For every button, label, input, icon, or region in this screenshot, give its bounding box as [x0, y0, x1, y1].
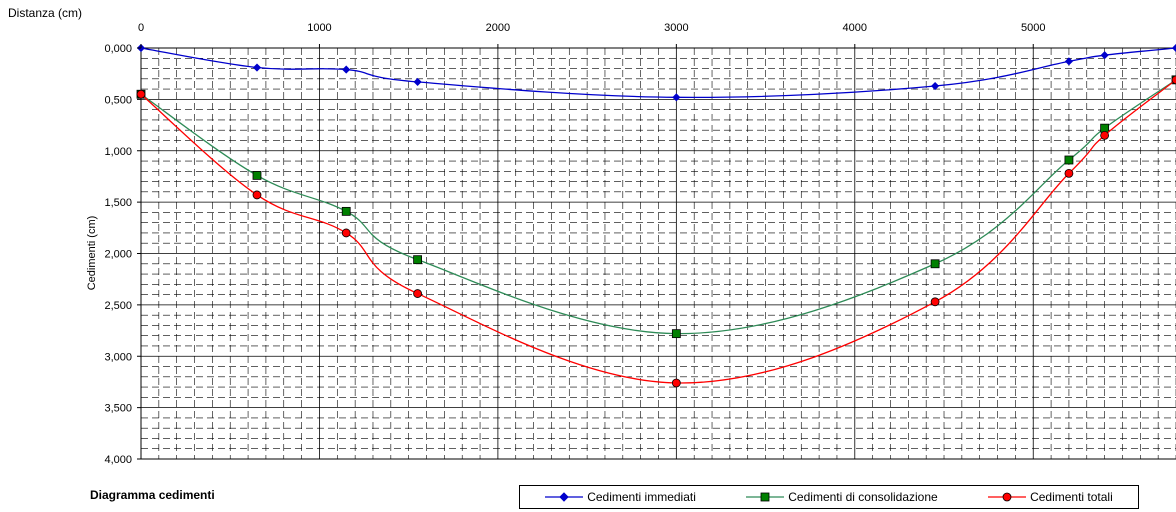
- data-point: [136, 89, 146, 99]
- legend-swatch-diamond: [545, 492, 584, 502]
- data-point: [930, 259, 940, 269]
- data-point: [413, 77, 422, 86]
- legend-label: Cedimenti totali: [1030, 490, 1113, 504]
- data-point: [671, 329, 681, 339]
- series-2: [136, 75, 1176, 339]
- data-point: [1064, 168, 1074, 178]
- x-tick-label: 3000: [664, 22, 688, 34]
- legend-swatch-circle: [988, 492, 1027, 502]
- y-tick-label: 2,500: [104, 300, 132, 312]
- x-axis-label: Distanza (cm): [8, 6, 82, 20]
- data-point: [1100, 130, 1110, 140]
- legend-swatch-square: [746, 492, 785, 502]
- y-tick-label: 3,000: [104, 351, 132, 363]
- data-point: [1171, 75, 1176, 85]
- legend-item-totali: Cedimenti totali: [988, 490, 1113, 504]
- data-point: [341, 228, 351, 238]
- y-tick-labels: 0,000 0,500 1,000 1,500 2,000 2,500 3,000 3,500…: [104, 43, 141, 466]
- data-point: [1064, 57, 1073, 66]
- legend-item-consolidazione: Cedimenti di consolidazione: [746, 490, 938, 504]
- data-point: [930, 297, 940, 307]
- data-point: [342, 65, 351, 74]
- data-point: [413, 255, 422, 265]
- y-tick-label: 1,500: [104, 197, 132, 209]
- legend-label: Cedimenti di consolidazione: [788, 490, 938, 504]
- series-1: [136, 43, 1176, 102]
- x-tick-label: 1000: [307, 22, 331, 34]
- grid: [140, 47, 1176, 460]
- x-tick-label: 0: [138, 22, 144, 34]
- x-tick-label: 4000: [843, 22, 867, 34]
- data-point: [1064, 155, 1074, 165]
- y-tick-label: 3,500: [104, 403, 132, 415]
- y-tick-label: 2,000: [104, 249, 132, 261]
- y-tick-label: 0,000: [104, 43, 132, 55]
- data-point: [252, 63, 262, 72]
- x-tick-labels: 0 1000 2000 3000 4000 5000: [138, 22, 1045, 48]
- data-point: [413, 289, 422, 298]
- legend-label: Cedimenti immediati: [587, 490, 696, 504]
- y-axis-label: Cedimenti (cm): [86, 216, 98, 291]
- data-point: [1171, 43, 1176, 53]
- data-point: [672, 93, 681, 102]
- series-layer: [136, 43, 1176, 388]
- y-tick-label: 1,000: [104, 146, 132, 158]
- data-point: [252, 190, 262, 200]
- y-tick-label: 4,000: [104, 454, 132, 466]
- legend-item-immediati: Cedimenti immediati: [545, 490, 696, 504]
- x-tick-label: 2000: [486, 22, 510, 34]
- chart-title: Diagramma cedimenti: [90, 488, 215, 502]
- data-point: [1100, 51, 1109, 60]
- x-tick-label: 5000: [1021, 22, 1045, 34]
- data-point: [931, 81, 940, 91]
- data-point: [252, 171, 262, 180]
- y-tick-label: 0,500: [104, 94, 132, 106]
- data-point: [671, 378, 681, 388]
- series-3: [136, 75, 1176, 388]
- legend: Cedimenti immediati Cedimenti di consoli…: [519, 485, 1139, 509]
- data-point: [341, 206, 351, 216]
